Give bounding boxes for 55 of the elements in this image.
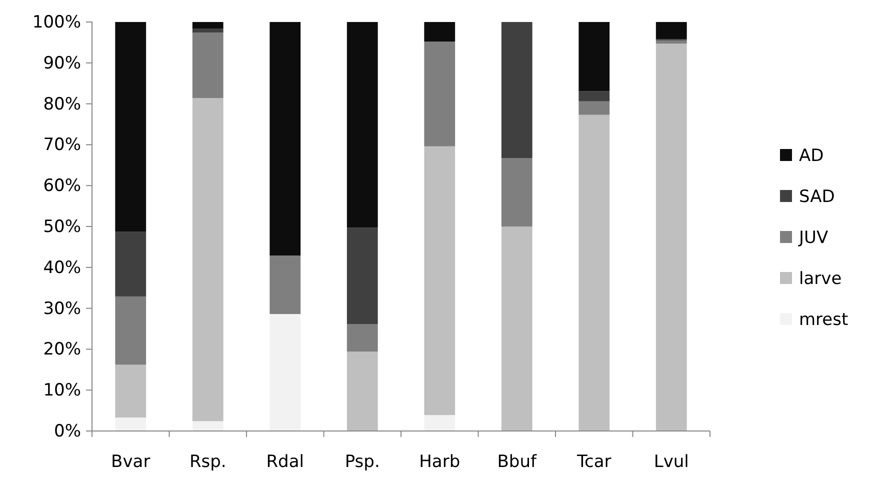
x-tick-label: Bbuf [497,452,538,472]
legend-label: JUV [798,228,828,248]
bar [192,28,224,33]
bar [192,32,224,98]
y-tick-label: 70% [43,135,81,156]
legend-label: larve [799,269,842,289]
y-tick-label: 60% [43,176,81,196]
bar [424,146,456,416]
x-tick-label: Rdal [266,452,304,472]
bar [424,42,456,146]
x-tick-label: Tcar [576,452,612,472]
bar [656,22,687,40]
bar [115,364,146,418]
y-tick-label: 90% [43,53,81,74]
bar [270,256,301,314]
bar [578,91,610,102]
bar [346,228,378,324]
bar [578,22,610,92]
bar [578,114,610,431]
bar [115,22,146,232]
bar [501,158,532,226]
bar [656,40,687,44]
bar [270,314,301,431]
y-tick-label: 30% [43,298,81,319]
y-tick-label: 100% [32,12,81,32]
bar [424,415,456,431]
legend-label: AD [799,146,824,166]
bar [115,418,146,431]
bar [501,226,532,431]
x-tick-label: Rsp. [189,452,226,472]
x-tick-label: Psp. [344,452,380,472]
bar [192,22,224,29]
legend-label: SAD [799,187,835,207]
y-tick-label: 50% [43,216,81,237]
y-tick-label: 80% [43,94,81,114]
bar [346,352,378,431]
bar [424,22,456,42]
x-tick-label: Lvul [654,452,689,472]
bar [192,421,224,431]
bar [270,22,301,256]
bar [115,232,146,296]
y-tick-label: 10% [43,380,81,401]
bar [192,98,224,422]
bar [346,324,378,352]
y-tick-label: 0% [54,421,81,442]
y-tick-label: 40% [43,258,81,278]
legend-label: mrest [799,310,848,330]
x-tick-label: Harb [419,452,460,472]
bar [578,101,610,115]
x-tick-label: Bvar [111,452,150,472]
bar [656,44,687,431]
y-tick-label: 20% [43,340,81,360]
bar [115,296,146,365]
bar [346,22,378,228]
bar [501,22,532,158]
